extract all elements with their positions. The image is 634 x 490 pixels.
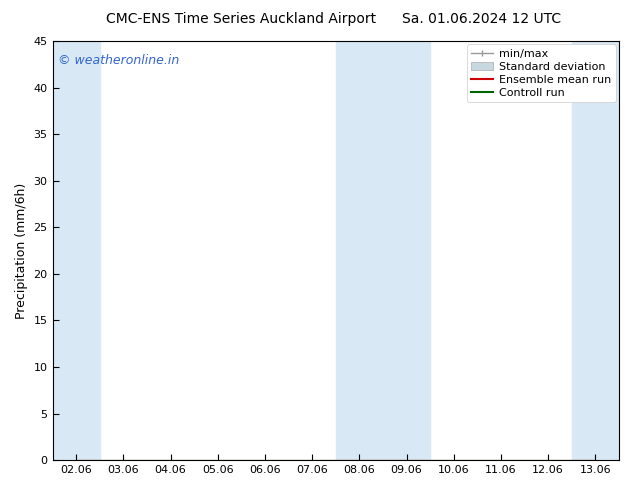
Bar [336, 41, 430, 460]
Bar [53, 41, 100, 460]
Bar [572, 41, 619, 460]
Legend: min/max, Standard deviation, Ensemble mean run, Controll run: min/max, Standard deviation, Ensemble me… [467, 45, 616, 102]
Text: CMC-ENS Time Series Auckland Airport: CMC-ENS Time Series Auckland Airport [106, 12, 376, 26]
Text: Sa. 01.06.2024 12 UTC: Sa. 01.06.2024 12 UTC [403, 12, 561, 26]
Y-axis label: Precipitation (mm/6h): Precipitation (mm/6h) [15, 182, 28, 318]
Text: © weatheronline.in: © weatheronline.in [58, 53, 179, 67]
